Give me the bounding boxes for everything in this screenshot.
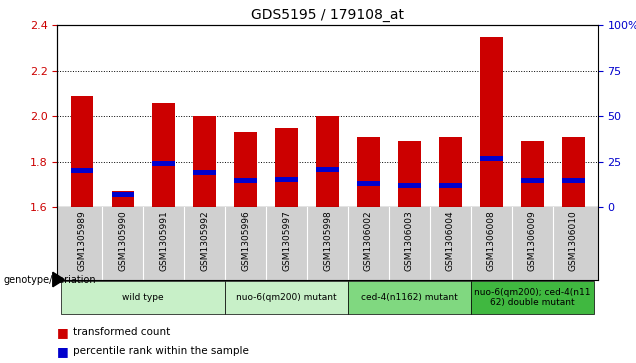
Text: GSM1305989: GSM1305989 [78,211,86,271]
Bar [275,127,298,207]
Bar [398,183,420,188]
Text: nuo-6(qm200) mutant: nuo-6(qm200) mutant [236,293,337,302]
Bar [480,37,502,207]
Bar [61,281,225,314]
Text: ced-4(n1162) mutant: ced-4(n1162) mutant [361,293,458,302]
Text: GSM1305997: GSM1305997 [282,211,291,271]
Bar [521,178,544,183]
Bar [193,116,216,207]
Bar [562,136,584,207]
Bar [439,183,462,188]
Text: percentile rank within the sample: percentile rank within the sample [73,346,249,356]
Text: ■: ■ [57,345,69,358]
Text: GSM1305998: GSM1305998 [323,211,332,271]
Text: GSM1306010: GSM1306010 [569,211,577,271]
Bar [193,170,216,175]
Polygon shape [53,272,64,287]
Title: GDS5195 / 179108_at: GDS5195 / 179108_at [251,8,404,22]
Bar [348,281,471,314]
Bar [71,96,93,207]
Text: GSM1306002: GSM1306002 [364,211,373,271]
Text: genotype/variation: genotype/variation [3,274,96,285]
Text: wild type: wild type [123,293,164,302]
Text: GSM1305996: GSM1305996 [241,211,250,271]
Bar [480,156,502,160]
Bar [316,167,339,172]
Text: GSM1306008: GSM1306008 [487,211,496,271]
Bar [111,192,134,197]
Bar [275,177,298,182]
Text: transformed count: transformed count [73,327,170,337]
Bar [357,136,380,207]
Bar [153,102,175,207]
Bar [235,132,257,207]
Text: ■: ■ [57,326,69,339]
Text: GSM1306009: GSM1306009 [528,211,537,271]
Text: GSM1305990: GSM1305990 [118,211,127,271]
Bar [235,178,257,183]
Bar [398,141,420,207]
Bar [562,178,584,183]
Bar [111,191,134,207]
Bar [153,161,175,166]
Bar [439,136,462,207]
Text: GSM1306004: GSM1306004 [446,211,455,271]
Text: GSM1306003: GSM1306003 [405,211,414,271]
Text: nuo-6(qm200); ced-4(n11
62) double mutant: nuo-6(qm200); ced-4(n11 62) double mutan… [474,288,591,307]
Bar [71,168,93,173]
Bar [225,281,348,314]
Text: GSM1305991: GSM1305991 [159,211,168,271]
Bar [521,141,544,207]
Bar [357,180,380,185]
Bar [471,281,594,314]
Text: GSM1305992: GSM1305992 [200,211,209,271]
Bar [316,116,339,207]
